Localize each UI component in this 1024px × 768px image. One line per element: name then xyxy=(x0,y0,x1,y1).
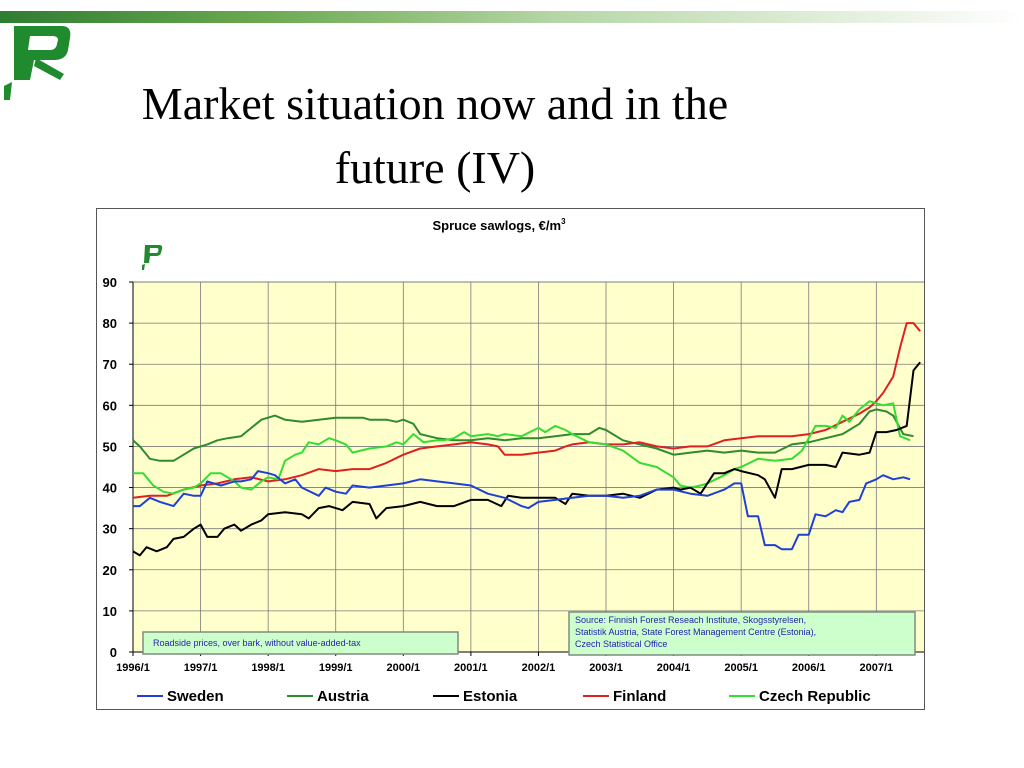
y-tick-label: 40 xyxy=(103,481,117,496)
chart-logo-icon xyxy=(142,245,163,270)
slide-title-line-2: future (IV) xyxy=(334,142,536,193)
x-tick-label: 1997/1 xyxy=(184,662,218,674)
legend: Sweden Austria Estonia Finland Czech Republi… xyxy=(137,688,871,705)
series-line-czech-republic xyxy=(133,400,911,495)
series-layer xyxy=(132,322,921,557)
source-box: Source: Finnish Forest Reseach Institute… xyxy=(568,611,916,656)
y-tick-label: 60 xyxy=(103,398,117,413)
series-line-austria xyxy=(132,408,914,462)
x-tick-label: 1999/1 xyxy=(319,662,353,674)
header-gradient-bar xyxy=(0,11,1024,23)
spruce-sawlogs-chart: Spruce sawlogs, €/m3 0 10 20 30 40 50 60 70 80 90… xyxy=(103,217,928,705)
series-line-sweden xyxy=(133,470,911,551)
legend-label: Sweden xyxy=(167,688,224,705)
legend-label: Austria xyxy=(317,688,369,705)
y-tick-label: 20 xyxy=(103,563,117,578)
y-tick-label: 50 xyxy=(103,439,117,454)
legend-label: Estonia xyxy=(463,688,518,705)
chart-container: Spruce sawlogs, €/m3 0 10 20 30 40 50 60 70 80 90… xyxy=(96,208,928,710)
x-tick-label: 1998/1 xyxy=(251,662,285,674)
chart-title: Spruce sawlogs, €/m3 xyxy=(432,217,566,233)
x-tick-label: 2000/1 xyxy=(386,662,420,674)
legend-label: Finland xyxy=(613,688,666,705)
source-line-2: Statistik Austria, State Forest Manageme… xyxy=(575,627,816,637)
y-axis: 0 10 20 30 40 50 60 70 80 90 xyxy=(103,275,134,660)
x-tick-label: 2006/1 xyxy=(792,662,826,674)
chart-title-superscript: 3 xyxy=(561,217,566,226)
grid-lines xyxy=(133,281,927,652)
x-tick-label: 2007/1 xyxy=(859,662,893,674)
series-line-estonia xyxy=(132,361,921,557)
x-tick-label: 2001/1 xyxy=(454,662,488,674)
chart-title-text: Spruce sawlogs, €/m xyxy=(432,218,561,233)
plot-area xyxy=(132,281,928,653)
x-tick-label: 2002/1 xyxy=(522,662,556,674)
y-tick-label: 80 xyxy=(103,316,117,331)
legend-label: Czech Republic xyxy=(759,688,871,705)
note-text: Roadside prices, over bark, without valu… xyxy=(153,638,361,648)
series-line-finland xyxy=(132,322,921,499)
slide-title: Market situation now and in the future (… xyxy=(40,72,830,200)
y-tick-label: 90 xyxy=(103,275,117,290)
source-line-3: Czech Statistical Office xyxy=(575,639,667,649)
y-tick-label: 70 xyxy=(103,357,117,372)
x-tick-label: 2004/1 xyxy=(657,662,691,674)
slide-title-line-1: Market situation now and in the xyxy=(141,78,729,129)
x-axis: 1996/1 1997/1 1998/1 1999/1 2000/1 2001/1 2002… xyxy=(116,651,927,674)
note-box: Roadside prices, over bark, without valu… xyxy=(142,631,459,655)
x-tick-label: 2005/1 xyxy=(724,662,758,674)
x-tick-label: 2003/1 xyxy=(589,662,623,674)
x-tick-label: 1996/1 xyxy=(116,662,150,674)
source-line-1: Source: Finnish Forest Reseach Institute… xyxy=(575,615,806,625)
y-tick-label: 0 xyxy=(110,645,117,660)
logo-icon xyxy=(4,26,71,100)
y-tick-label: 10 xyxy=(103,604,117,619)
y-tick-label: 30 xyxy=(103,522,117,537)
